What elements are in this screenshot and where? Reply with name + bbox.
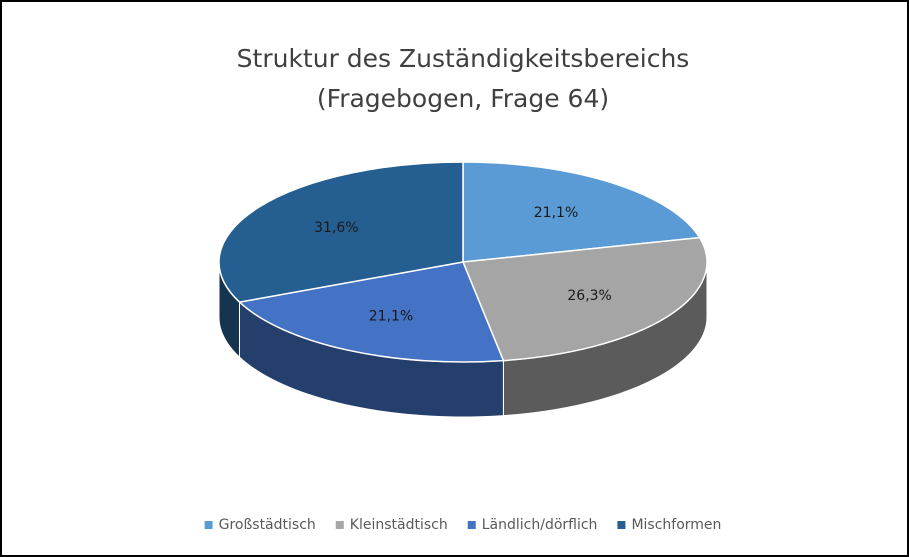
data-label: 21,1% [534, 205, 578, 221]
legend-swatch [204, 521, 213, 529]
data-label: 21,1% [369, 309, 413, 325]
pie-slice [462, 161, 701, 263]
legend-swatch [617, 521, 626, 529]
chart-title: Struktur des Zuständigkeitsbereichs [237, 44, 690, 73]
legend-swatch [467, 521, 476, 529]
data-label: 31,6% [314, 220, 358, 236]
legend-label: Kleinstädtisch [350, 517, 448, 533]
pie-slice [218, 161, 464, 303]
data-label: 26,3% [567, 288, 611, 304]
legend-swatch [335, 521, 344, 529]
legend-label: Mischformen [631, 517, 721, 533]
legend-label: Ländlich/dörflich [482, 517, 598, 533]
chart-subtitle: (Fragebogen, Frage 64) [317, 84, 609, 113]
pie-slice [461, 236, 708, 362]
pie-slice [237, 261, 505, 363]
legend-label: Großstädtisch [219, 517, 316, 533]
